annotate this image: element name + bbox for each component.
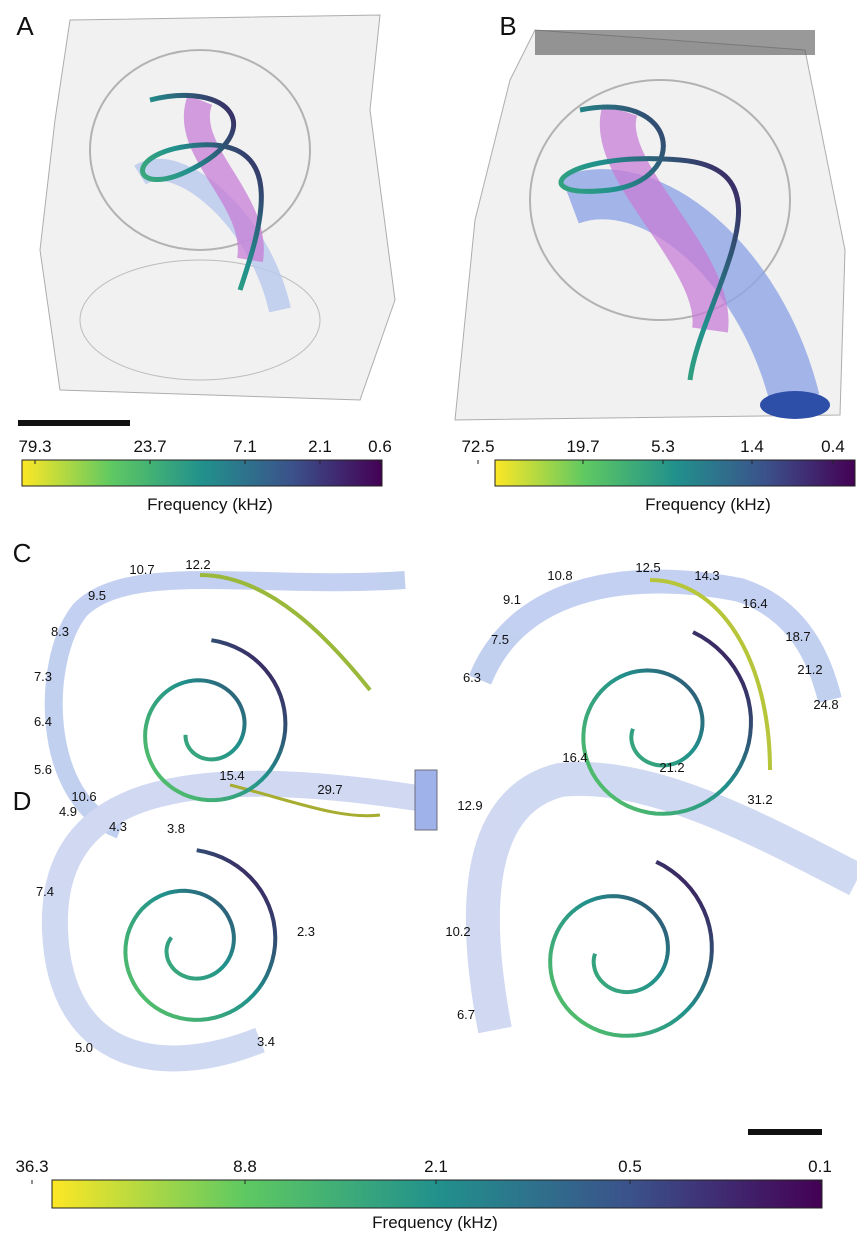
frequency-label: 10.6 — [71, 789, 96, 804]
panel-label: B — [499, 11, 516, 41]
frequency-label: 24.8 — [813, 697, 838, 712]
colorbar-tick-label: 2.1 — [424, 1157, 448, 1176]
colorbar — [21, 459, 383, 487]
frequency-label: 5.6 — [34, 762, 52, 777]
frequency-label: 6.3 — [463, 670, 481, 685]
spiral — [581, 630, 753, 816]
tubes — [41, 569, 857, 1072]
render-a — [39, 14, 396, 401]
frequency-label: 3.4 — [257, 1034, 275, 1049]
colorbar-tick-label: 2.1 — [308, 437, 332, 456]
frequency-label: 6.4 — [34, 714, 52, 729]
panel-label: C — [13, 538, 32, 568]
colorbar-title: Frequency (kHz) — [372, 1213, 498, 1231]
frequency-label: 7.3 — [34, 669, 52, 684]
colorbar-tick-label: 72.5 — [461, 437, 494, 456]
colorbar-tick-label: 5.3 — [651, 437, 675, 456]
colorbar-tick-label: 0.5 — [618, 1157, 642, 1176]
panel-label: A — [16, 11, 34, 41]
frequency-label: 9.5 — [88, 588, 106, 603]
frequency-label: 6.7 — [457, 1007, 475, 1022]
frequency-label: 15.4 — [219, 768, 244, 783]
frequency-label: 7.4 — [36, 884, 54, 899]
spiral — [143, 638, 288, 803]
colorbar-tick-label: 36.3 — [15, 1157, 48, 1176]
colorbar-tick-label: 19.7 — [566, 437, 599, 456]
spiral — [548, 860, 714, 1038]
frequency-label: 7.5 — [491, 632, 509, 647]
colorbar — [51, 1179, 823, 1209]
scale-bar — [748, 1129, 822, 1135]
panel-label: D — [13, 786, 32, 816]
scale-bar — [18, 420, 130, 426]
frequency-label: 16.4 — [562, 750, 587, 765]
frequency-label: 10.8 — [547, 568, 572, 583]
frequency-label: 12.2 — [185, 557, 210, 572]
colorbar-tick-label: 0.1 — [808, 1157, 832, 1176]
colorbar-tick-label: 23.7 — [133, 437, 166, 456]
colorbar-tick-label: 0.6 — [368, 437, 392, 456]
colorbar-title: Frequency (kHz) — [147, 495, 273, 514]
colorbar-tick-label: 79.3 — [18, 437, 51, 456]
frequency-label: 16.4 — [742, 596, 767, 611]
frequency-label: 18.7 — [785, 629, 810, 644]
render-b — [454, 29, 846, 421]
colorbar-tick-label: 0.4 — [821, 437, 845, 456]
frequency-label: 2.3 — [297, 924, 315, 939]
frequency-label: 3.8 — [167, 821, 185, 836]
frequency-label: 8.3 — [51, 624, 69, 639]
frequency-label: 14.3 — [694, 568, 719, 583]
frequency-label: 21.2 — [797, 662, 822, 677]
frequency-label: 10.2 — [445, 924, 470, 939]
frequency-label: 4.3 — [109, 819, 127, 834]
colorbar-tick-label: 1.4 — [740, 437, 764, 456]
frequency-label: 29.7 — [317, 782, 342, 797]
frequency-label: 9.1 — [503, 592, 521, 607]
frequency-label: 12.5 — [635, 560, 660, 575]
spirals — [123, 630, 753, 1038]
colorbar-tick-label: 7.1 — [233, 437, 257, 456]
colorbar-title: Frequency (kHz) — [645, 495, 771, 514]
colorbar — [494, 459, 856, 487]
frequency-label: 31.2 — [747, 792, 772, 807]
colorbar-tick-label: 8.8 — [233, 1157, 257, 1176]
frequency-label: 4.9 — [59, 804, 77, 819]
frequency-label: 5.0 — [75, 1040, 93, 1055]
frequency-label: 10.7 — [129, 562, 154, 577]
frequency-label: 21.2 — [659, 760, 684, 775]
spiral — [123, 848, 278, 1022]
frequency-label: 12.9 — [457, 798, 482, 813]
